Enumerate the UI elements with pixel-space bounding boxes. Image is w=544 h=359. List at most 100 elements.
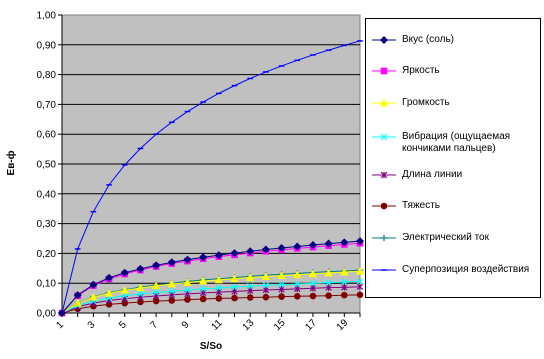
y-tick-label: 0,00 bbox=[37, 309, 57, 320]
data-point bbox=[73, 298, 82, 307]
x-tick-label: 1 bbox=[54, 319, 66, 331]
y-tick-label: 0,70 bbox=[37, 100, 57, 111]
data-point bbox=[183, 255, 192, 264]
data-point bbox=[104, 288, 114, 297]
data-point bbox=[246, 273, 255, 281]
data-point bbox=[152, 261, 161, 270]
data-point bbox=[184, 296, 191, 303]
data-point bbox=[136, 264, 145, 273]
data-point bbox=[341, 291, 348, 299]
y-tick-label: 0,80 bbox=[37, 70, 57, 81]
data-point bbox=[261, 245, 270, 254]
x-tick-label: 5 bbox=[117, 319, 129, 331]
legend-label: Длина линии bbox=[402, 169, 463, 180]
legend: Вкус (соль) Яркость Громкость Вибрация (ощу… bbox=[365, 18, 541, 298]
data-point bbox=[137, 290, 144, 298]
data-point bbox=[199, 295, 207, 303]
x-tick-label: 9 bbox=[180, 319, 192, 331]
data-point bbox=[120, 268, 129, 277]
legend-label: Яркость bbox=[402, 65, 440, 76]
x-tick-label: 13 bbox=[241, 317, 257, 333]
legend-marker bbox=[380, 133, 388, 141]
data-point bbox=[309, 279, 317, 287]
legend-label: Вибрация (ощущаемая кончиками пальцев) bbox=[402, 131, 511, 154]
legend-swatch bbox=[372, 98, 396, 107]
legend-swatch bbox=[372, 269, 396, 271]
legend-label: Громкость bbox=[402, 97, 450, 108]
data-point bbox=[325, 284, 332, 291]
x-tick-label: 19 bbox=[335, 317, 351, 333]
data-point bbox=[278, 293, 285, 300]
data-point bbox=[324, 268, 333, 277]
y-tick-label: 0,60 bbox=[37, 130, 57, 141]
data-point bbox=[121, 292, 128, 299]
data-point bbox=[231, 294, 238, 302]
data-point bbox=[356, 291, 364, 299]
data-point bbox=[120, 286, 129, 294]
data-point bbox=[230, 249, 239, 258]
x-tick-label: 7 bbox=[148, 319, 160, 331]
data-point bbox=[355, 266, 365, 275]
data-point bbox=[199, 253, 208, 262]
data-point bbox=[246, 247, 255, 256]
legend-marker bbox=[380, 171, 388, 179]
x-tick-labels: 1 3 5 7 9 11 13 15 17 19 bbox=[54, 317, 350, 333]
y-tick-label: 0,50 bbox=[37, 160, 57, 171]
legend-marker bbox=[380, 202, 388, 210]
data-point bbox=[277, 271, 286, 280]
legend-swatch bbox=[372, 67, 396, 75]
y-tick-label: 1,00 bbox=[37, 11, 57, 22]
y-axis-label: Eв-ф bbox=[5, 150, 17, 175]
data-point bbox=[199, 276, 208, 285]
data-point bbox=[89, 292, 98, 301]
data-point bbox=[293, 270, 302, 279]
data-point bbox=[356, 283, 364, 291]
data-point bbox=[105, 273, 114, 282]
data-point bbox=[308, 241, 317, 250]
data-point bbox=[356, 278, 364, 285]
series-line bbox=[61, 40, 361, 314]
data-point bbox=[246, 282, 254, 290]
series-line bbox=[61, 280, 361, 314]
y-tick-label: 0,40 bbox=[37, 189, 57, 200]
data-point bbox=[309, 292, 317, 300]
legend-swatch bbox=[372, 35, 396, 45]
data-point bbox=[215, 284, 223, 292]
legend-label: Электрический ток bbox=[402, 232, 489, 243]
y-tick-label: 0,90 bbox=[37, 40, 57, 51]
data-point bbox=[340, 238, 349, 247]
data-point bbox=[340, 267, 349, 276]
x-tick-label: 3 bbox=[86, 319, 98, 331]
legend-label: Суперпозиция воздействия bbox=[402, 264, 530, 275]
data-point bbox=[341, 284, 348, 291]
y-tick-label: 0,30 bbox=[37, 219, 57, 230]
data-point bbox=[168, 288, 176, 295]
legend-label: Тяжесть bbox=[402, 200, 441, 211]
y-tick-label: 0,10 bbox=[37, 279, 57, 290]
data-point bbox=[215, 295, 223, 302]
legend-swatch bbox=[372, 171, 396, 179]
data-point bbox=[151, 281, 161, 290]
data-point bbox=[278, 281, 285, 288]
series-6 bbox=[58, 291, 364, 317]
data-point bbox=[89, 280, 98, 289]
x-tick-label: 17 bbox=[303, 317, 319, 333]
data-point bbox=[73, 291, 82, 300]
data-point bbox=[325, 279, 332, 286]
y-tick-labels: 0,00 0,10 0,20 0,30 0,40 0,50 0,60 0,70 0,80 0,90… bbox=[37, 11, 57, 320]
data-point bbox=[324, 239, 333, 248]
data-point bbox=[325, 292, 332, 300]
data-point bbox=[294, 280, 301, 288]
legend-marker bbox=[380, 67, 388, 75]
legend-swatch bbox=[372, 202, 396, 210]
data-point bbox=[214, 275, 223, 284]
legend-swatch bbox=[372, 234, 396, 242]
data-point bbox=[308, 269, 318, 278]
legend-marker bbox=[379, 35, 389, 45]
data-point bbox=[136, 283, 145, 292]
legend-swatch bbox=[372, 133, 396, 141]
data-point bbox=[262, 293, 270, 301]
series-3 bbox=[57, 266, 365, 317]
series-group bbox=[57, 40, 365, 318]
x-tick-label: 11 bbox=[210, 317, 225, 332]
